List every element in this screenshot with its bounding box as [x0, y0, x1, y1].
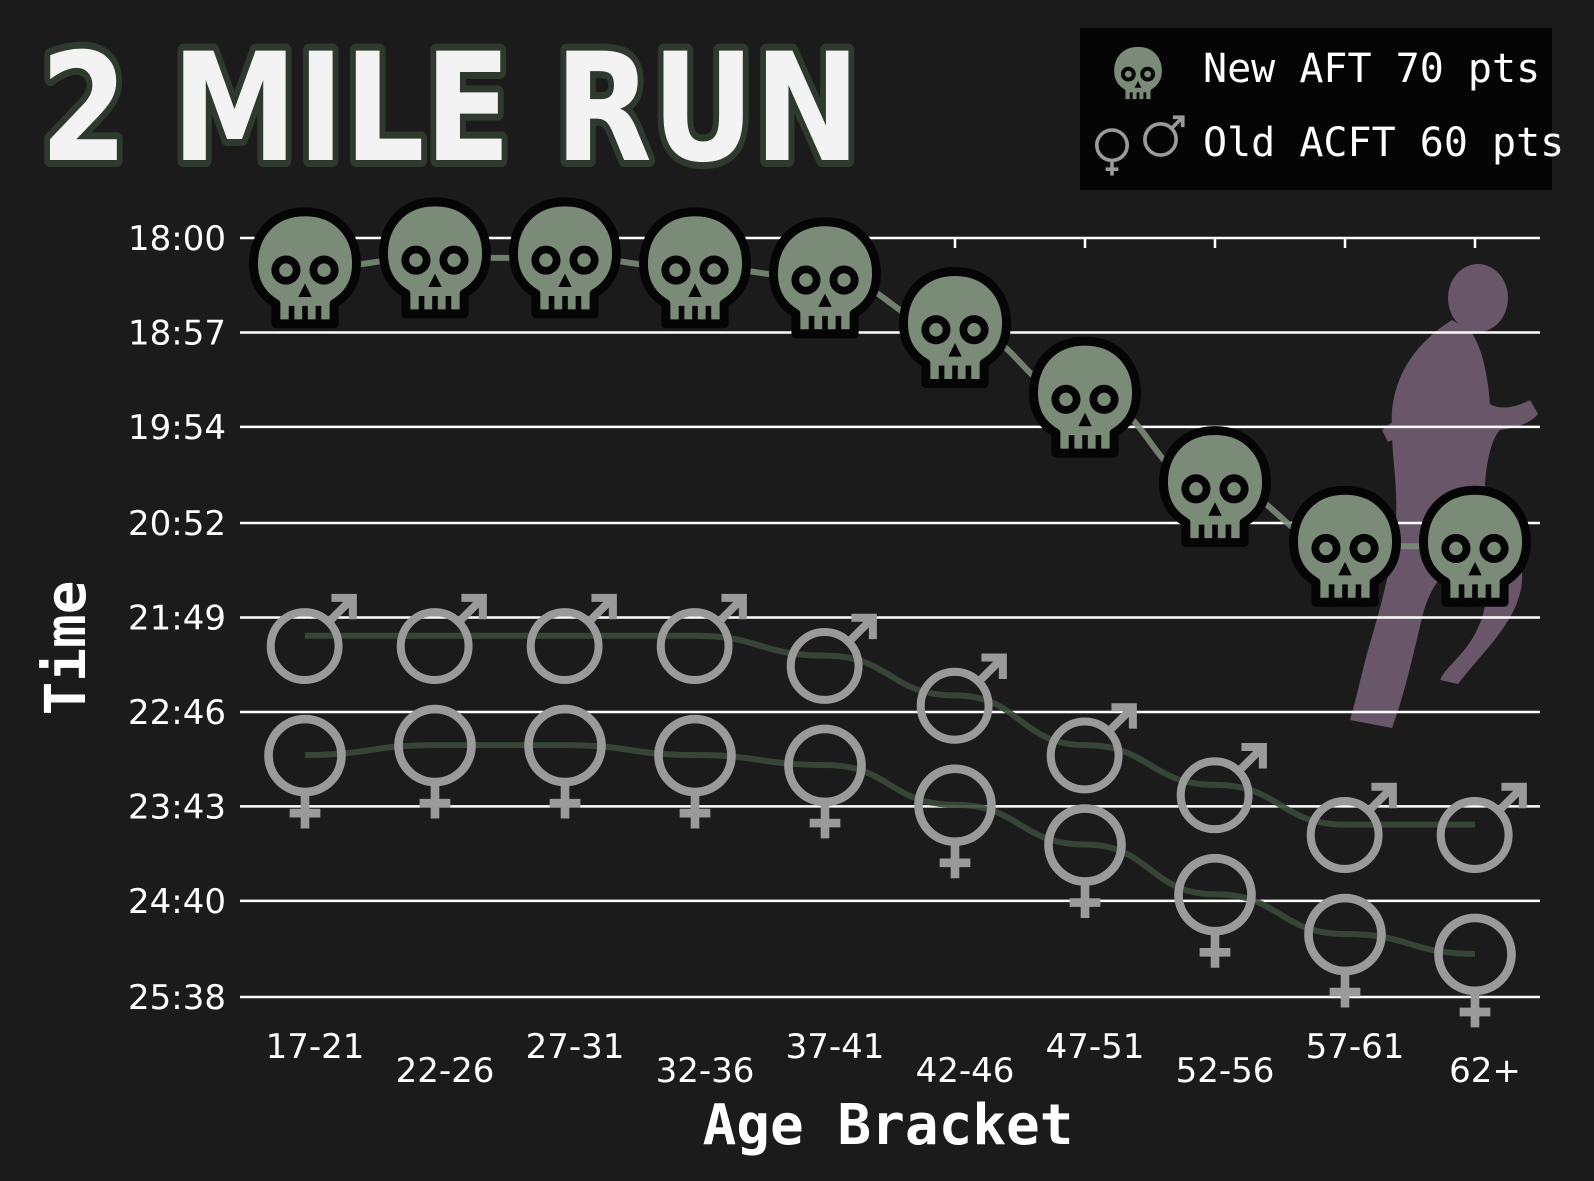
skull-marker-icon [1033, 341, 1136, 453]
male-marker-icon [791, 618, 873, 700]
female-marker-icon [399, 709, 472, 818]
female-marker-icon [789, 729, 862, 838]
y-tick-label: 18:00 [128, 219, 226, 259]
skull-marker-icon [513, 202, 616, 314]
female-marker-icon [1309, 898, 1382, 1007]
skull-marker-icon [643, 212, 746, 324]
x-axis-title: Age Bracket [703, 1093, 1074, 1158]
y-tick-label: 20:52 [128, 504, 226, 544]
x-tick-label: 32-36 [656, 1051, 755, 1091]
female-marker-icon [659, 719, 732, 828]
female-marker-icon [269, 719, 342, 828]
skull-marker-icon [903, 271, 1006, 383]
legend: New AFT 70 pts Old ACFT 60 pts [1080, 28, 1564, 190]
y-tick-label: 19:54 [128, 408, 226, 448]
skull-marker-icon [773, 222, 876, 334]
y-tick-label: 21:49 [128, 599, 226, 639]
y-tick-label: 23:43 [128, 787, 226, 827]
female-marker-icon [529, 709, 602, 818]
x-tick-label: 37-41 [786, 1027, 885, 1067]
chart-title: 2 MILE RUN [40, 22, 860, 196]
x-tick-label: 17-21 [266, 1027, 365, 1067]
male-marker-icon [531, 598, 613, 680]
skull-marker-icon [1163, 431, 1266, 543]
male-marker-icon [1181, 747, 1263, 829]
x-tick-label: 47-51 [1046, 1027, 1145, 1067]
y-tick-label: 22:46 [128, 693, 226, 733]
y-tick-label: 18:57 [128, 313, 226, 353]
series-line [304, 742, 1476, 957]
female-marker-icon [1179, 858, 1252, 967]
plot-area: 18:00 18:57 19:54 20:52 21:49 22:46 23:43 24:40… [128, 202, 1540, 1091]
skull-marker-icon [253, 212, 356, 324]
legend-new-label: New AFT 70 pts [1203, 46, 1540, 92]
y-axis-title: Time [34, 581, 99, 716]
x-tick-label: 22-26 [396, 1051, 495, 1091]
x-tick-label: 62+ [1449, 1051, 1521, 1091]
male-marker-icon [1441, 787, 1523, 869]
male-marker-icon [921, 658, 1003, 740]
x-tick-label: 27-31 [526, 1027, 625, 1067]
male-marker-icon [401, 598, 483, 680]
male-marker-icon [661, 598, 743, 680]
male-marker-icon [1051, 707, 1133, 789]
female-marker-icon [919, 769, 992, 878]
x-tick-label: 57-61 [1306, 1027, 1405, 1067]
male-marker-icon [1311, 787, 1393, 869]
x-tick-label: 52-56 [1176, 1051, 1275, 1091]
skull-marker-icon [383, 202, 486, 314]
y-tick-label: 24:40 [128, 882, 226, 922]
female-marker-icon [1439, 918, 1512, 1027]
legend-old-label: Old ACFT 60 pts [1203, 120, 1564, 166]
series-line [304, 254, 1475, 550]
male-marker-icon [271, 598, 353, 680]
y-tick-label: 25:38 [128, 978, 226, 1018]
skull-marker-icon [1293, 490, 1396, 602]
series-line [305, 632, 1475, 828]
x-tick-label: 42-46 [916, 1051, 1015, 1091]
